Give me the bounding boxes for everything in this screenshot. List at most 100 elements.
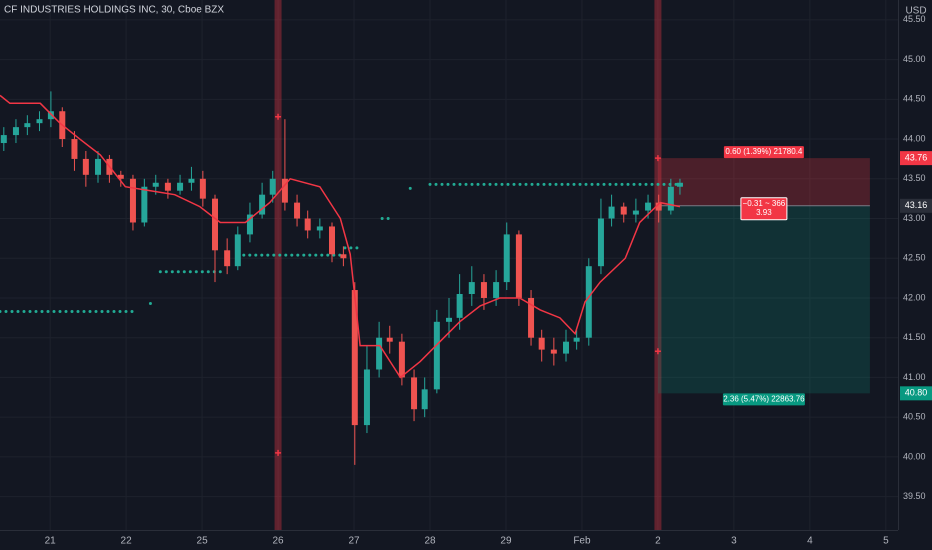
- level-dot: [254, 253, 258, 257]
- level-dots: [408, 186, 412, 190]
- level-dot: [106, 309, 110, 313]
- level-dot: [500, 182, 504, 186]
- level-dot: [560, 182, 564, 186]
- x-tick-label: 5: [883, 536, 889, 547]
- candle-body: [386, 337, 393, 342]
- level-dot: [506, 182, 510, 186]
- candle-body: [676, 182, 683, 187]
- level-dot: [572, 182, 576, 186]
- level-dots: [343, 246, 359, 250]
- candle-body: [446, 317, 452, 322]
- level-dots: [148, 302, 152, 306]
- candle-body: [164, 182, 171, 191]
- level-dots: [0, 309, 134, 313]
- y-tick-label: 43.50: [903, 173, 926, 183]
- level-dot: [4, 309, 8, 313]
- candle-body: [316, 226, 323, 231]
- candle-body: [515, 234, 522, 298]
- y-tick-label: 43.00: [903, 213, 926, 223]
- candle-body: [562, 341, 569, 354]
- level-dot: [320, 253, 324, 257]
- level-dot: [458, 182, 462, 186]
- level-dot: [674, 182, 678, 186]
- y-tick-label: 40.00: [903, 451, 926, 461]
- level-dot: [302, 253, 306, 257]
- level-dot: [34, 309, 38, 313]
- level-dot: [218, 270, 222, 274]
- level-dot: [260, 253, 264, 257]
- level-dot: [566, 182, 570, 186]
- level-dot: [476, 182, 480, 186]
- level-dot: [58, 309, 62, 313]
- candle-body: [329, 226, 336, 255]
- level-dot: [482, 182, 486, 186]
- candle-body: [667, 186, 674, 211]
- level-dot: [408, 186, 412, 190]
- level-dot: [0, 309, 2, 313]
- level-dot: [644, 182, 648, 186]
- x-tick-label: 22: [121, 536, 133, 547]
- level-dot: [164, 270, 168, 274]
- level-dot: [452, 182, 456, 186]
- candle-body: [550, 349, 557, 354]
- x-tick-label: 25: [197, 536, 209, 547]
- candle-body: [620, 206, 627, 215]
- level-dot: [584, 182, 588, 186]
- level-dot: [530, 182, 534, 186]
- level-dot: [638, 182, 642, 186]
- level-dots: [428, 182, 678, 186]
- marker-cross: [654, 155, 661, 162]
- candle-body: [117, 174, 124, 179]
- level-dot: [248, 253, 252, 257]
- level-dot: [16, 309, 20, 313]
- level-dot: [596, 182, 600, 186]
- level-dot: [70, 309, 74, 313]
- x-tick-label: 28: [424, 536, 436, 547]
- level-dot: [76, 309, 80, 313]
- level-dot: [512, 182, 516, 186]
- candle-body: [259, 194, 266, 215]
- candle-body: [0, 135, 7, 144]
- candle-body: [199, 178, 206, 199]
- candle-body: [36, 119, 43, 124]
- candle-body: [82, 158, 89, 175]
- marker-cross: [275, 449, 282, 456]
- level-dot: [434, 182, 438, 186]
- candle-body: [234, 234, 241, 267]
- grid: [0, 0, 898, 530]
- level-dot: [349, 246, 353, 250]
- level-dot: [650, 182, 654, 186]
- level-dot: [380, 217, 384, 221]
- level-dot: [542, 182, 546, 186]
- candle-body: [528, 297, 535, 338]
- candle-body: [224, 250, 231, 267]
- level-dot: [296, 253, 300, 257]
- level-dot: [428, 182, 432, 186]
- level-dots: [380, 217, 390, 221]
- level-dot: [200, 270, 204, 274]
- plot: [0, 91, 683, 465]
- level-dot: [470, 182, 474, 186]
- level-dot: [614, 182, 618, 186]
- price-tag-bg: [900, 151, 932, 166]
- level-dot: [662, 182, 666, 186]
- moving-average: [0, 94, 681, 379]
- candle-body: [188, 178, 195, 183]
- entry-label: −0.31 ~ 366: [743, 199, 786, 208]
- level-dot: [100, 309, 104, 313]
- level-dots: [236, 253, 342, 257]
- candle-body: [351, 290, 358, 426]
- candle-body: [152, 182, 159, 187]
- x-tick-label: 27: [348, 536, 360, 547]
- level-dot: [632, 182, 636, 186]
- candle-body: [129, 178, 136, 223]
- level-dot: [494, 182, 498, 186]
- level-dot: [386, 217, 390, 221]
- price-tag-bg: [900, 198, 932, 213]
- y-tick-label: 44.00: [903, 133, 926, 143]
- candle-body: [480, 282, 487, 298]
- level-dot: [278, 253, 282, 257]
- level-dot: [88, 309, 92, 313]
- candle-body: [456, 294, 463, 318]
